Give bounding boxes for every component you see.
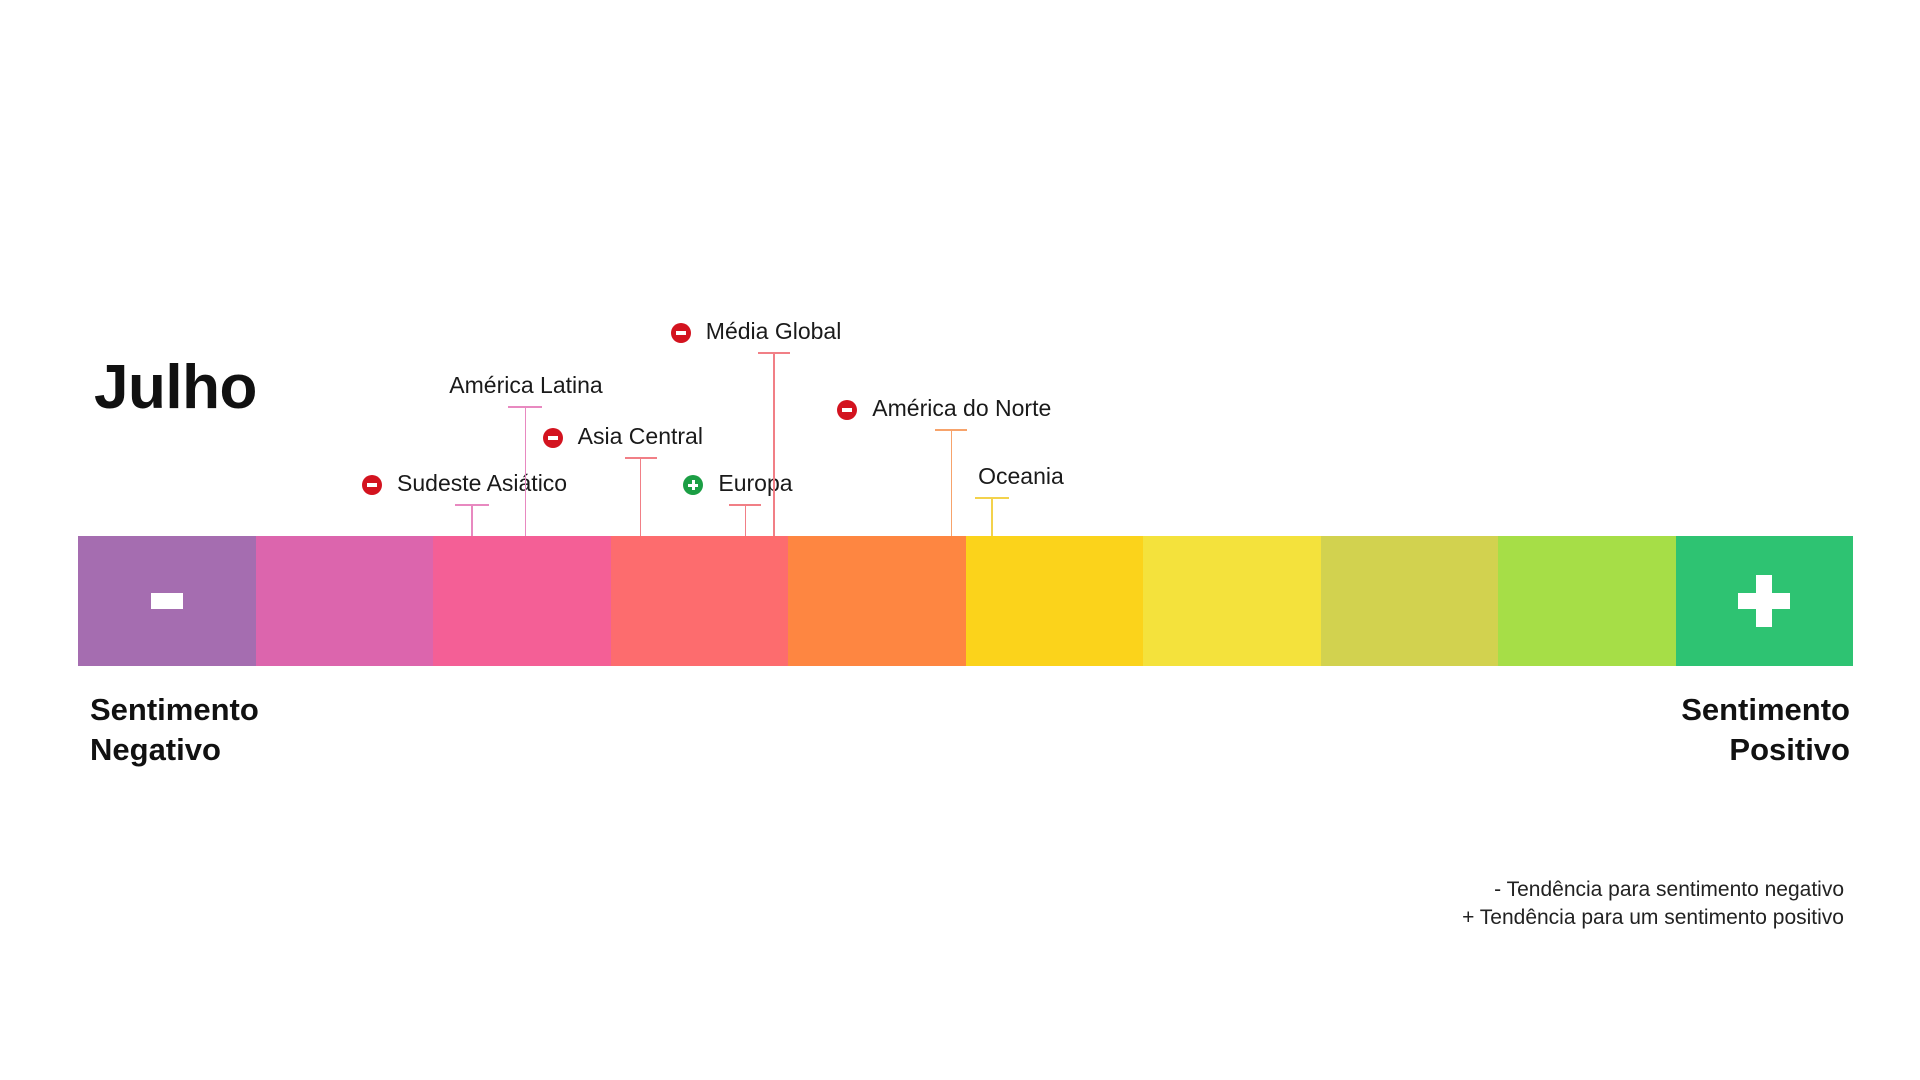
plus-icon <box>1738 575 1791 627</box>
region-label-sudeste-asiatico: Sudeste Asiático <box>397 470 568 496</box>
positive-trend-icon <box>683 475 704 495</box>
region-stem-europa <box>744 504 747 536</box>
region-stem-america-do-norte <box>950 429 953 536</box>
region-label-america-latina: América Latina <box>449 372 603 398</box>
negative-label-line-1: Sentimento <box>90 692 259 727</box>
trend-legend: - Tendência para sentimento negativo + T… <box>1462 876 1844 932</box>
positive-sentiment-label: Sentimento Positivo <box>1681 690 1850 770</box>
region-bracket-europa <box>729 504 762 506</box>
region-bracket-media-global <box>757 352 790 354</box>
negative-trend-icon <box>362 475 383 495</box>
region-label-america-do-norte: América do Norte <box>872 395 1052 421</box>
region-stem-media-global <box>773 352 775 536</box>
scale-segment-8 <box>1320 536 1498 666</box>
scale-segment-4 <box>610 536 788 666</box>
scale-segment-9 <box>1498 536 1676 666</box>
negative-sentiment-label: Sentimento Negativo <box>90 690 259 770</box>
positive-label-line-1: Sentimento <box>1681 692 1850 727</box>
region-bracket-america-latina <box>508 406 543 408</box>
region-stem-america-latina <box>524 406 527 536</box>
negative-trend-icon <box>542 428 563 448</box>
region-label-asia-central: Asia Central <box>577 423 703 449</box>
region-markers: Sudeste Asiático América Latina Asia Centr… <box>362 318 1064 536</box>
region-label-oceania: Oceania <box>978 463 1064 489</box>
region-stem-sudeste-asiatico <box>471 504 473 536</box>
scale-segment-10 <box>1675 536 1853 666</box>
page-title: Julho <box>94 353 257 422</box>
region-bracket-asia-central <box>624 457 657 459</box>
positive-label-line-2: Positivo <box>1729 732 1850 767</box>
scale-segment-3 <box>433 536 611 666</box>
region-stem-asia-central <box>639 457 642 536</box>
negative-trend-icon <box>670 323 691 343</box>
scale-segment-1 <box>78 536 256 666</box>
negative-trend-icon <box>837 400 858 420</box>
region-bracket-oceania <box>975 497 1010 499</box>
region-bracket-sudeste-asiatico <box>455 504 490 506</box>
legend-negative-trend: - Tendência para sentimento negativo <box>1494 878 1844 901</box>
negative-label-line-2: Negativo <box>90 732 221 767</box>
sentiment-scale <box>78 536 1853 666</box>
region-label-media-global: Média Global <box>705 318 842 344</box>
minus-icon <box>150 593 183 609</box>
region-stem-oceania <box>991 497 993 536</box>
region-bracket-america-do-norte <box>935 429 968 431</box>
scale-segment-7 <box>1143 536 1321 666</box>
scale-segment-5 <box>788 536 966 666</box>
scale-segment-2 <box>255 536 433 666</box>
region-label-europa: Europa <box>718 470 793 496</box>
legend-positive-trend: + Tendência para um sentimento positivo <box>1462 906 1844 929</box>
scale-segment-6 <box>965 536 1143 666</box>
